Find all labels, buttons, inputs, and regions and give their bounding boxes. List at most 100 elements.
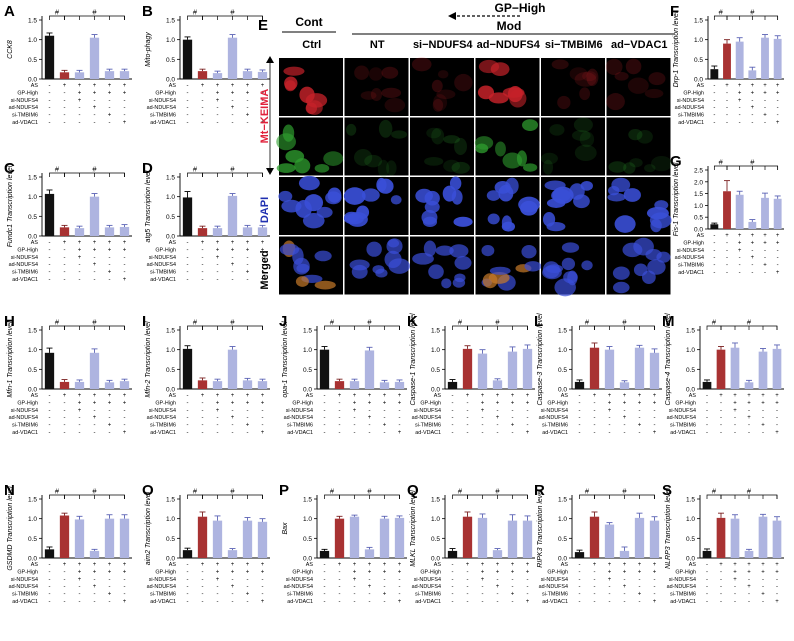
bar [723, 191, 731, 229]
condition-sign: - [762, 599, 764, 605]
condition-sign: + [398, 569, 402, 575]
condition-sign: + [608, 569, 612, 575]
y-tick-label: 1.5 [28, 497, 37, 504]
condition-sign: - [624, 592, 626, 598]
condition-sign: + [466, 393, 470, 399]
cell-blob [612, 281, 630, 294]
condition-sign: - [734, 599, 736, 605]
condition-sign: + [261, 120, 265, 126]
cell-blob [386, 238, 403, 255]
condition-label: ad-NDUFS4 [147, 584, 176, 590]
condition-sign: - [49, 415, 51, 421]
tile-background [541, 58, 605, 116]
condition-sign: + [78, 83, 82, 89]
significance-mark: # [495, 318, 500, 327]
condition-sign: + [481, 562, 485, 568]
condition-sign: - [324, 599, 326, 605]
condition-label: AS [169, 562, 177, 568]
condition-sign: - [739, 113, 741, 119]
condition-sign: + [93, 247, 97, 253]
bar [772, 348, 782, 389]
condition-sign: - [720, 415, 722, 421]
condition-sign: - [713, 270, 715, 276]
condition-sign: - [751, 98, 753, 104]
condition-sign: - [654, 577, 656, 583]
y-tick-label: 0.0 [558, 556, 567, 563]
condition-sign: + [738, 98, 742, 104]
cell-blob [629, 158, 643, 168]
y-tick-label: 1.0 [694, 37, 703, 44]
condition-sign: + [108, 247, 112, 253]
bar [702, 550, 712, 558]
condition-sign: - [482, 423, 484, 429]
cell-blob [284, 80, 296, 92]
bar [462, 348, 473, 389]
cell-blob [346, 123, 357, 136]
condition-sign: + [261, 400, 265, 406]
column-label: Ctrl [302, 39, 321, 51]
significance-mark: # [495, 487, 500, 496]
cell-blob [627, 77, 649, 94]
condition-sign: - [262, 262, 264, 268]
bar [242, 520, 253, 558]
cell-blob [502, 87, 525, 98]
condition-label: ad-VDAC1 [415, 599, 441, 605]
condition-sign: + [608, 577, 612, 583]
condition-sign: - [217, 105, 219, 111]
significance-bracket [187, 15, 203, 20]
condition-sign: - [751, 120, 753, 126]
condition-sign: - [202, 569, 204, 575]
condition-label: ad-NDUFS4 [9, 262, 38, 268]
bar [227, 195, 238, 236]
condition-label: ad-VDAC1 [150, 120, 176, 126]
cell-blob [354, 65, 370, 80]
y-tick-label: 0.0 [694, 77, 703, 84]
condition-sign: + [108, 90, 112, 96]
significance-bracket [49, 494, 65, 499]
condition-label: si-NDUFS4 [669, 408, 696, 414]
condition-sign: - [579, 562, 581, 568]
micrograph-tile [475, 236, 542, 295]
condition-sign: - [467, 577, 469, 583]
condition-sign: - [247, 415, 249, 421]
condition-sign: - [748, 430, 750, 436]
condition-sign: + [201, 83, 205, 89]
tile-background [606, 117, 671, 176]
condition-sign: + [511, 562, 515, 568]
condition-sign: + [261, 247, 265, 253]
y-tick-label: 1.5 [431, 497, 440, 504]
condition-sign: + [481, 569, 485, 575]
condition-sign: - [187, 90, 189, 96]
y-tick-label: 2.5 [694, 168, 703, 175]
condition-sign: + [398, 400, 402, 406]
cell-blob [625, 58, 642, 75]
condition-sign: - [764, 255, 766, 261]
bar [227, 37, 238, 79]
condition-sign: - [202, 90, 204, 96]
condition-sign: - [777, 248, 779, 254]
bar [730, 518, 740, 558]
condition-sign: - [497, 430, 499, 436]
condition-label: AS [169, 240, 177, 246]
condition-sign: - [202, 247, 204, 253]
condition-sign: - [187, 105, 189, 111]
condition-sign: - [527, 592, 529, 598]
condition-sign: + [108, 562, 112, 568]
condition-sign: - [79, 430, 81, 436]
condition-sign: + [398, 430, 402, 436]
y-tick-label: 0.0 [686, 387, 695, 394]
panel-letter: J [279, 313, 287, 330]
cell-blob [489, 266, 511, 275]
significance-mark: # [719, 158, 724, 167]
condition-sign: - [124, 105, 126, 111]
condition-sign: - [720, 430, 722, 436]
condition-sign: - [232, 577, 234, 583]
condition-sign: + [78, 569, 82, 575]
condition-sign: - [64, 90, 66, 96]
bar [773, 38, 782, 79]
bar [44, 352, 55, 389]
nucleus-blob [325, 191, 342, 205]
chart-panel-k: K 0.0 0.5 1.0 1.5 Caspase-1 Transcription lev… [407, 313, 535, 436]
y-tick-label: 1.0 [28, 516, 37, 523]
condition-sign: + [368, 393, 372, 399]
